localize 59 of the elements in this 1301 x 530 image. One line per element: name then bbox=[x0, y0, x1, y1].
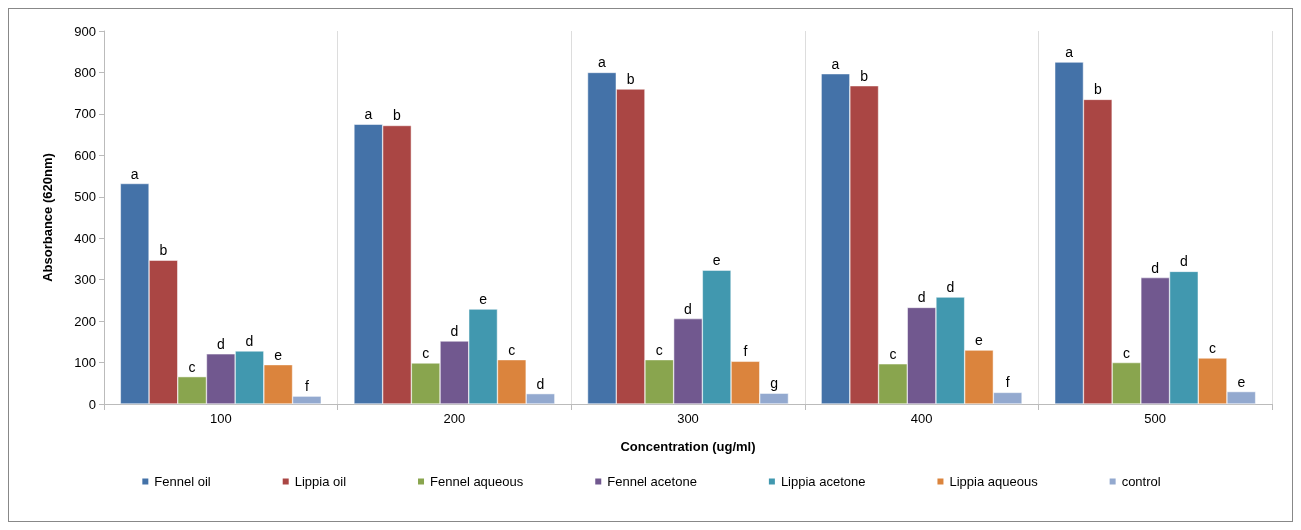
data-label: g bbox=[770, 375, 778, 392]
data-label: d bbox=[450, 323, 459, 339]
y-tick-label: 700 bbox=[74, 106, 96, 122]
data-label: a bbox=[831, 55, 840, 72]
data-label: b bbox=[626, 71, 635, 88]
y-tick-label: 0 bbox=[88, 396, 96, 412]
data-label: e bbox=[975, 332, 984, 349]
data-label: f bbox=[304, 378, 309, 395]
data-label: c bbox=[655, 341, 663, 358]
data-label: d bbox=[684, 300, 692, 317]
legend-label: control bbox=[1121, 474, 1161, 489]
y-tick-label: 400 bbox=[74, 230, 96, 246]
data-label: b bbox=[393, 107, 402, 124]
data-label: b bbox=[1093, 81, 1102, 98]
y-tick-label: 200 bbox=[74, 313, 96, 329]
data-label: b bbox=[860, 67, 869, 84]
data-label: a bbox=[598, 54, 606, 71]
y-axis-title: Absorbance (620nm) bbox=[40, 153, 55, 282]
data-label: e bbox=[712, 252, 721, 269]
data-label: f bbox=[1005, 374, 1010, 391]
data-label: a bbox=[364, 106, 373, 123]
data-label: d bbox=[245, 332, 254, 349]
data-label: e bbox=[479, 291, 488, 308]
legend-label: Lippia aqueous bbox=[949, 474, 1039, 489]
legend-label: Fennel aqueous bbox=[430, 474, 524, 489]
legend-label: Lippia acetone bbox=[780, 474, 866, 489]
data-label: d bbox=[216, 335, 225, 352]
data-label: a bbox=[130, 165, 139, 182]
data-label: f bbox=[743, 343, 748, 360]
data-label: c bbox=[889, 345, 897, 362]
x-tick-label: 100 bbox=[209, 411, 232, 426]
data-label: c bbox=[1209, 340, 1217, 356]
data-label: d bbox=[917, 289, 926, 306]
y-tick-label: 300 bbox=[74, 272, 96, 288]
x-axis-title: Concentration (ug/ml) bbox=[620, 439, 756, 454]
data-label: c bbox=[1123, 344, 1130, 361]
data-label: c bbox=[422, 344, 430, 361]
x-tick-label: 400 bbox=[910, 411, 933, 426]
data-label: e bbox=[1237, 373, 1246, 390]
x-tick-label: 500 bbox=[1144, 411, 1167, 426]
data-label: e bbox=[274, 346, 283, 363]
data-label: c bbox=[508, 341, 516, 358]
legend-label: Fennel acetone bbox=[607, 474, 697, 489]
data-label: d bbox=[946, 279, 955, 296]
data-label: a bbox=[1065, 44, 1074, 61]
legend-label: Fennel oil bbox=[154, 474, 211, 489]
x-tick-label: 300 bbox=[677, 411, 699, 426]
data-label: c bbox=[188, 358, 196, 375]
y-tick-label: 800 bbox=[74, 64, 96, 80]
data-label: d bbox=[1151, 259, 1160, 276]
data-label: d bbox=[536, 375, 545, 392]
data-label: b bbox=[159, 242, 168, 259]
data-label: d bbox=[1180, 253, 1188, 270]
y-tick-label: 900 bbox=[74, 23, 96, 39]
y-tick-label: 500 bbox=[74, 189, 96, 205]
x-tick-label: 200 bbox=[443, 411, 466, 426]
legend-label: Lippia oil bbox=[294, 474, 347, 489]
y-tick-label: 600 bbox=[74, 147, 96, 163]
y-tick-label: 100 bbox=[74, 355, 96, 371]
